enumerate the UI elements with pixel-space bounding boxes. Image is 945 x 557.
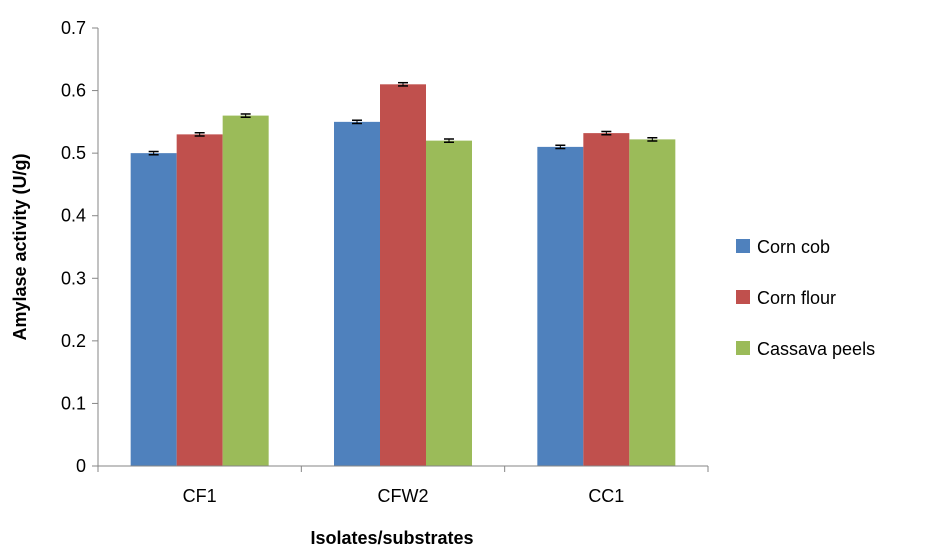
axes <box>97 28 709 472</box>
legend-label: Corn flour <box>757 288 836 308</box>
y-tick-label: 0.1 <box>61 393 86 413</box>
bar-cassava-peels-cf1 <box>222 115 269 466</box>
y-tick-label: 0.3 <box>61 268 86 288</box>
bar-corn-flour-cfw2 <box>380 84 426 467</box>
bars <box>130 81 676 467</box>
bar-corn-cob-cfw2 <box>334 121 380 466</box>
x-tick-label: CC1 <box>588 486 624 506</box>
x-tick-label: CF1 <box>183 486 217 506</box>
x-tick-label: CFW2 <box>378 486 429 506</box>
legend-label: Corn cob <box>757 237 830 257</box>
legend-swatch <box>736 341 750 355</box>
bar-corn-cob-cc1 <box>537 146 584 466</box>
y-axis-ticks: 0 0.1 0.2 0.3 0.4 0.5 0.6 0.7 <box>61 18 98 476</box>
y-tick-label: 0.6 <box>61 81 86 101</box>
legend: Corn cob Corn flour Cassava peels <box>736 237 875 359</box>
bar-corn-flour-cf1 <box>176 134 223 466</box>
bar-corn-cob-cf1 <box>130 153 177 466</box>
legend-label: Cassava peels <box>757 339 875 359</box>
x-axis-labels: CF1 CFW2 CC1 <box>183 486 625 506</box>
y-axis-title: Amylase activity (U/g) <box>10 153 30 340</box>
y-tick-label: 0.2 <box>61 331 86 351</box>
bar-cassava-peels-cc1 <box>629 139 676 466</box>
bar-cassava-peels-cfw2 <box>426 140 472 466</box>
legend-swatch <box>736 239 750 253</box>
y-tick-label: 0 <box>76 456 86 476</box>
bar-corn-flour-cc1 <box>583 133 630 466</box>
y-tick-label: 0.7 <box>61 18 86 38</box>
y-tick-label: 0.5 <box>61 143 86 163</box>
y-tick-label: 0.4 <box>61 206 86 226</box>
legend-swatch <box>736 290 750 304</box>
x-axis-title: Isolates/substrates <box>310 528 473 548</box>
